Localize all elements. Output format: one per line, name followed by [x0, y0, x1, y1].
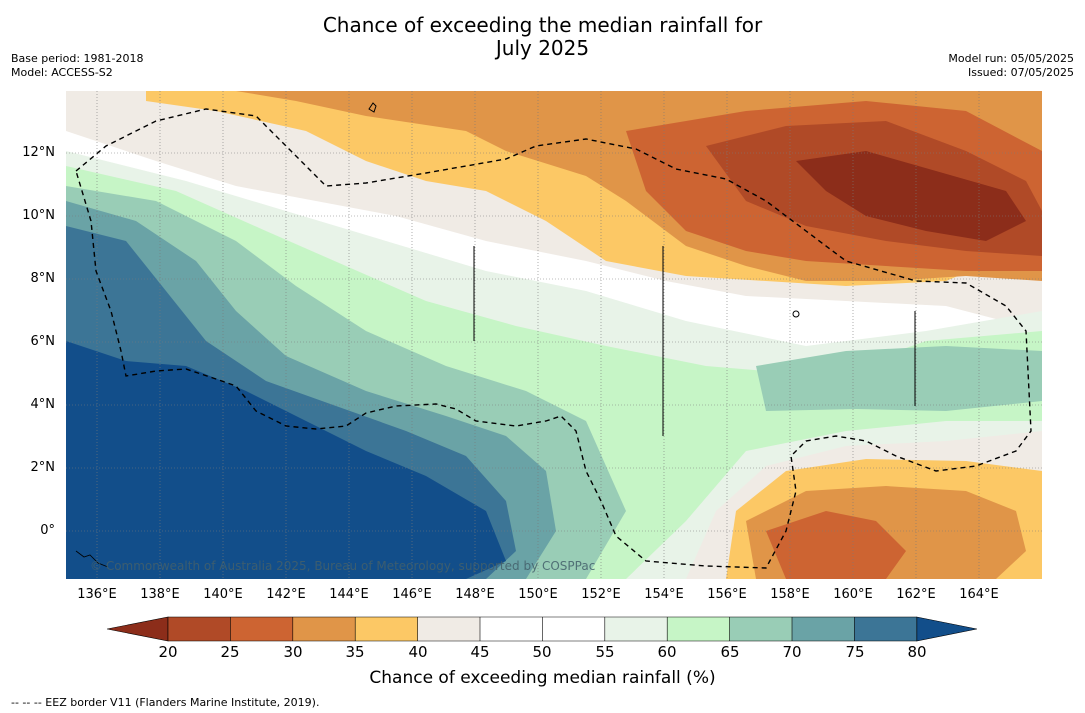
eez-border [75, 108, 1032, 569]
copyright-text: © Commonwealth of Australia 2025, Bureau… [90, 559, 596, 573]
lat-label-6n: 6°N [30, 334, 56, 349]
meta-left: Base period: 1981-2018 Model: ACCESS-S2 [11, 52, 143, 80]
map-canvas [66, 91, 1042, 579]
colorbar-label: Chance of exceeding median rainfall (%) [369, 668, 716, 688]
title-line-1: Chance of exceeding the median rainfall … [322, 13, 763, 37]
colorbar-tick-20: 20 [158, 643, 178, 661]
lon-label-146e: 146°E [392, 587, 432, 602]
colorbar-bin-55-60 [604, 617, 668, 641]
model-run-text: Model run: 05/05/2025 [948, 52, 1074, 65]
lon-label-160e: 160°E [833, 587, 873, 602]
issued-text: Issued: 07/05/2025 [967, 66, 1074, 79]
lon-label-138e: 138°E [140, 587, 180, 602]
colorbar-bin-20-25 [168, 617, 231, 641]
colorbar-bin-75-80 [854, 617, 917, 641]
colorbar-svg [106, 616, 978, 642]
colorbar-tick-40: 40 [408, 643, 428, 661]
colorbar-tick-50: 50 [532, 643, 552, 661]
colorbar-bin-65-70 [729, 617, 792, 641]
lat-label-12n: 12°N [22, 145, 55, 160]
lon-label-136e: 136°E [77, 587, 117, 602]
colorbar-tick-30: 30 [283, 643, 303, 661]
colorbar-tick-65: 65 [720, 643, 740, 661]
lon-label-158e: 158°E [770, 587, 810, 602]
colorbar-tick-25: 25 [220, 643, 240, 661]
lon-label-144e: 144°E [329, 587, 369, 602]
lon-label-152e: 152°E [581, 587, 621, 602]
title-line-2: July 2025 [495, 36, 590, 60]
meta-right: Model run: 05/05/2025 Issued: 07/05/2025 [948, 52, 1074, 80]
colorbar-bin-45-50 [480, 617, 543, 641]
colorbar-tick-55: 55 [595, 643, 615, 661]
colorbar-bin-40-45 [417, 617, 480, 641]
colorbar-tick-80: 80 [907, 643, 927, 661]
colorbar-bin-25-30 [230, 617, 293, 641]
colorbar-extend-high [916, 616, 978, 642]
colorbar [106, 615, 978, 643]
region-se-25-30 [766, 511, 906, 579]
lon-label-142e: 142°E [266, 587, 306, 602]
lat-label-8n: 8°N [30, 271, 56, 286]
region-below-20 [796, 151, 1026, 241]
lon-label-162e: 162°E [896, 587, 936, 602]
lat-label-4n: 4°N [30, 397, 56, 412]
colorbar-bin-60-65 [667, 617, 730, 641]
eez-footnote: -- -- -- EEZ border V11 (Flanders Marine… [11, 696, 320, 709]
colorbar-dividers [167, 616, 918, 642]
lon-label-154e: 154°E [644, 587, 684, 602]
colorbar-bin-70-75 [792, 617, 855, 641]
lon-label-140e: 140°E [203, 587, 243, 602]
lon-label-150e: 150°E [518, 587, 558, 602]
lat-label-0: 0° [40, 523, 55, 538]
lon-label-156e: 156°E [707, 587, 747, 602]
colorbar-tick-70: 70 [782, 643, 802, 661]
rainfall-map [66, 91, 1042, 579]
lon-label-164e: 164°E [959, 587, 999, 602]
region-65-70-east [756, 346, 1042, 411]
colorbar-tick-75: 75 [845, 643, 865, 661]
island-marks [75, 102, 916, 568]
colorbar-extend-low [106, 616, 169, 642]
chart-title: Chance of exceeding the median rainfall … [0, 14, 1085, 60]
lat-label-2n: 2°N [30, 460, 56, 475]
lat-label-10n: 10°N [22, 208, 55, 223]
colorbar-bin-50-55 [542, 617, 605, 641]
colorbar-tick-60: 60 [657, 643, 677, 661]
base-period-text: Base period: 1981-2018 [11, 52, 144, 65]
colorbar-tick-35: 35 [345, 643, 365, 661]
lon-label-148e: 148°E [455, 587, 495, 602]
graticule [66, 91, 1042, 579]
model-text: Model: ACCESS-S2 [11, 66, 113, 79]
colorbar-bin-35-40 [355, 617, 418, 641]
colorbar-tick-45: 45 [470, 643, 490, 661]
colorbar-bin-30-35 [292, 617, 356, 641]
